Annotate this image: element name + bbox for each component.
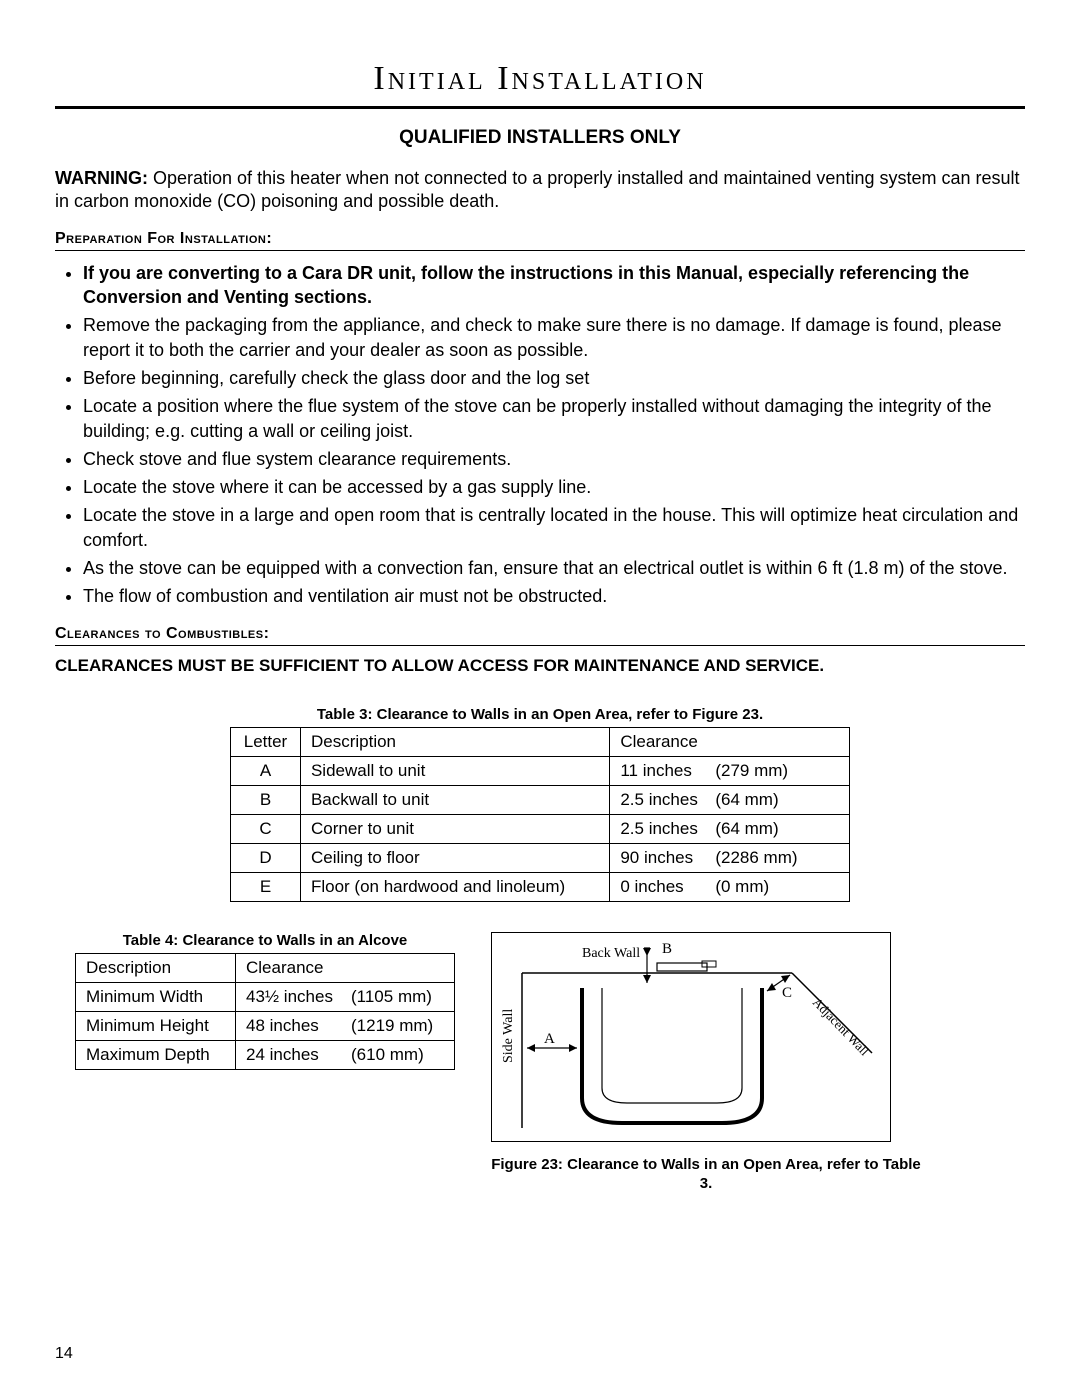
warning-label: WARNING:: [55, 168, 148, 188]
cell-desc: Maximum Depth: [76, 1040, 236, 1069]
cell-clearance: 90 inches(2286 mm): [610, 843, 850, 872]
table3: Letter Description Clearance ASidewall t…: [230, 727, 850, 902]
lower-row: Table 4: Clearance to Walls in an Alcove…: [55, 932, 1025, 1194]
table-row: DCeiling to floor90 inches(2286 mm): [231, 843, 850, 872]
cell-letter: B: [231, 785, 301, 814]
table4: Description Clearance Minimum Width43½ i…: [75, 953, 455, 1070]
list-item: The flow of combustion and ventilation a…: [83, 584, 1025, 608]
table-row: Letter Description Clearance: [231, 727, 850, 756]
figure23-caption: Figure 23: Clearance to Walls in an Open…: [491, 1155, 921, 1194]
table-row: EFloor (on hardwood and linoleum)0 inche…: [231, 872, 850, 901]
list-item: Check stove and flue system clearance re…: [83, 447, 1025, 471]
list-item: Locate the stove in a large and open roo…: [83, 503, 1025, 552]
label-adjacent-wall: Adjacent Wall: [810, 994, 873, 1058]
cell-desc: Ceiling to floor: [300, 843, 609, 872]
cell-letter: D: [231, 843, 301, 872]
cell-clearance: 11 inches(279 mm): [610, 756, 850, 785]
page-number: 14: [55, 1345, 73, 1363]
list-item: If you are converting to a Cara DR unit,…: [83, 261, 1025, 310]
figure23-container: Back Wall B Side Wall A C: [491, 932, 921, 1194]
table-row: Minimum Height48 inches(1219 mm): [76, 1011, 455, 1040]
page: Initial Installation QUALIFIED INSTALLER…: [0, 0, 1080, 1397]
list-item: Locate a position where the flue system …: [83, 394, 1025, 443]
cell-desc: Sidewall to unit: [300, 756, 609, 785]
list-item: Locate the stove where it can be accesse…: [83, 475, 1025, 499]
subtitle: QUALIFIED INSTALLERS ONLY: [55, 127, 1025, 149]
cell-clearance: 2.5 inches(64 mm): [610, 814, 850, 843]
cell-clearance: 2.5 inches(64 mm): [610, 785, 850, 814]
label-C: C: [782, 985, 792, 1001]
cell-desc: Minimum Height: [76, 1011, 236, 1040]
warning-paragraph: WARNING: Operation of this heater when n…: [55, 167, 1025, 214]
table3-header-letter: Letter: [231, 727, 301, 756]
table-row: CCorner to unit2.5 inches(64 mm): [231, 814, 850, 843]
page-title: Initial Installation: [55, 60, 1025, 109]
cell-desc: Floor (on hardwood and linoleum): [300, 872, 609, 901]
table4-header-clear: Clearance: [236, 953, 455, 982]
cell-desc: Backwall to unit: [300, 785, 609, 814]
list-item: Remove the packaging from the appliance,…: [83, 313, 1025, 362]
table4-container: Table 4: Clearance to Walls in an Alcove…: [75, 932, 455, 1070]
label-back-wall: Back Wall: [582, 946, 640, 961]
clearances-statement: CLEARANCES MUST BE SUFFICIENT TO ALLOW A…: [55, 656, 1025, 676]
table4-caption: Table 4: Clearance to Walls in an Alcove: [75, 932, 455, 949]
table-row: BBackwall to unit2.5 inches(64 mm): [231, 785, 850, 814]
cell-clearance: 43½ inches(1105 mm): [236, 982, 455, 1011]
label-B: B: [662, 941, 672, 957]
cell-clearance: 0 inches(0 mm): [610, 872, 850, 901]
table3-container: Table 3: Clearance to Walls in an Open A…: [230, 706, 850, 902]
list-item: As the stove can be equipped with a conv…: [83, 556, 1025, 580]
label-A: A: [544, 1031, 555, 1047]
cell-clearance: 24 inches(610 mm): [236, 1040, 455, 1069]
clearances-heading: Clearances to Combustibles:: [55, 625, 1025, 646]
cell-desc: Corner to unit: [300, 814, 609, 843]
preparation-list: If you are converting to a Cara DR unit,…: [55, 261, 1025, 609]
cell-letter: E: [231, 872, 301, 901]
warning-text: Operation of this heater when not connec…: [55, 168, 1020, 211]
cell-desc: Minimum Width: [76, 982, 236, 1011]
table-row: ASidewall to unit11 inches(279 mm): [231, 756, 850, 785]
cell-letter: A: [231, 756, 301, 785]
figure23-diagram: Back Wall B Side Wall A C: [491, 932, 891, 1142]
list-item: Before beginning, carefully check the gl…: [83, 366, 1025, 390]
table3-header-desc: Description: [300, 727, 609, 756]
preparation-heading: Preparation For Installation:: [55, 230, 1025, 251]
table4-header-desc: Description: [76, 953, 236, 982]
label-side-wall: Side Wall: [501, 1008, 516, 1062]
table-row: Minimum Width43½ inches(1105 mm): [76, 982, 455, 1011]
table3-caption: Table 3: Clearance to Walls in an Open A…: [230, 706, 850, 723]
table3-header-clear: Clearance: [610, 727, 850, 756]
cell-clearance: 48 inches(1219 mm): [236, 1011, 455, 1040]
table-row: Description Clearance: [76, 953, 455, 982]
cell-letter: C: [231, 814, 301, 843]
table-row: Maximum Depth24 inches(610 mm): [76, 1040, 455, 1069]
